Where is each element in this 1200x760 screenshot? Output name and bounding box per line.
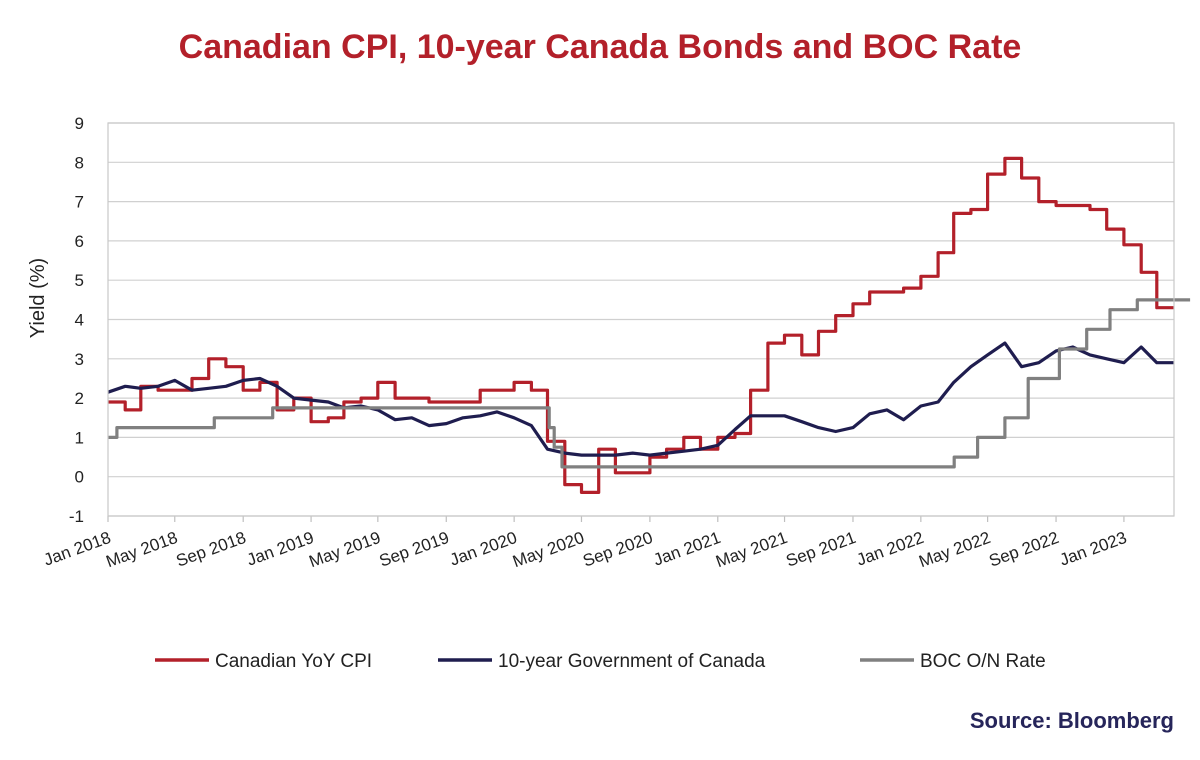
legend: Canadian YoY CPI 10-year Government of Ca…: [155, 651, 1046, 672]
y-tick-label: 1: [75, 428, 84, 447]
y-tick-label: 4: [75, 311, 84, 330]
y-tick-label: 8: [75, 153, 84, 172]
series-line-0: [108, 156, 1174, 494]
x-tick-label: Jan 2020: [447, 528, 519, 570]
x-tick-label: Sep 2019: [377, 528, 452, 571]
x-tick-label: May 2022: [916, 528, 993, 571]
y-tick-label: -1: [69, 507, 84, 526]
x-tick-label: May 2019: [307, 528, 384, 571]
x-tick-label: Sep 2018: [174, 528, 249, 571]
legend-label: BOC O/N Rate: [920, 651, 1046, 672]
legend-label: Canadian YoY CPI: [215, 651, 372, 672]
x-tick-label: Jan 2021: [651, 528, 723, 570]
legend-label: 10-year Government of Canada: [498, 651, 766, 672]
series-lines: [107, 156, 1191, 494]
y-axis-label: Yield (%): [27, 258, 49, 338]
x-tick-label: Jan 2022: [854, 528, 926, 570]
x-tick-label: Sep 2022: [987, 528, 1062, 571]
y-tick-label: 6: [75, 232, 84, 251]
x-tick-label: Sep 2021: [783, 528, 858, 571]
y-tick-label: 9: [75, 114, 84, 133]
x-tick-label: May 2018: [103, 528, 180, 571]
series-line-1: [107, 341, 1174, 457]
source-note: Source: Bloomberg: [969, 708, 1174, 733]
plot-frame: [107, 122, 1175, 517]
x-tick-label: May 2020: [510, 528, 587, 571]
x-tick-label: May 2021: [713, 528, 790, 571]
y-tick-label: 7: [75, 193, 84, 212]
y-tick-label: 0: [75, 468, 84, 487]
chart-title: Canadian CPI, 10-year Canada Bonds and B…: [178, 28, 1022, 66]
x-tick-label: Jan 2018: [41, 528, 113, 570]
series-line-2: [108, 298, 1191, 469]
y-tick-label: 2: [75, 389, 84, 408]
y-tick-labels: -1 0 1 2 3 4 5 6 7 8 9: [69, 114, 84, 526]
x-tick-label: Jan 2023: [1057, 528, 1129, 570]
y-tick-label: 5: [75, 271, 84, 290]
grid-lines: [107, 122, 1174, 522]
x-tick-label: Sep 2020: [580, 528, 655, 571]
x-tick-label: Jan 2019: [244, 528, 316, 570]
plot-border: [107, 122, 1175, 517]
y-tick-label: 3: [75, 350, 84, 369]
